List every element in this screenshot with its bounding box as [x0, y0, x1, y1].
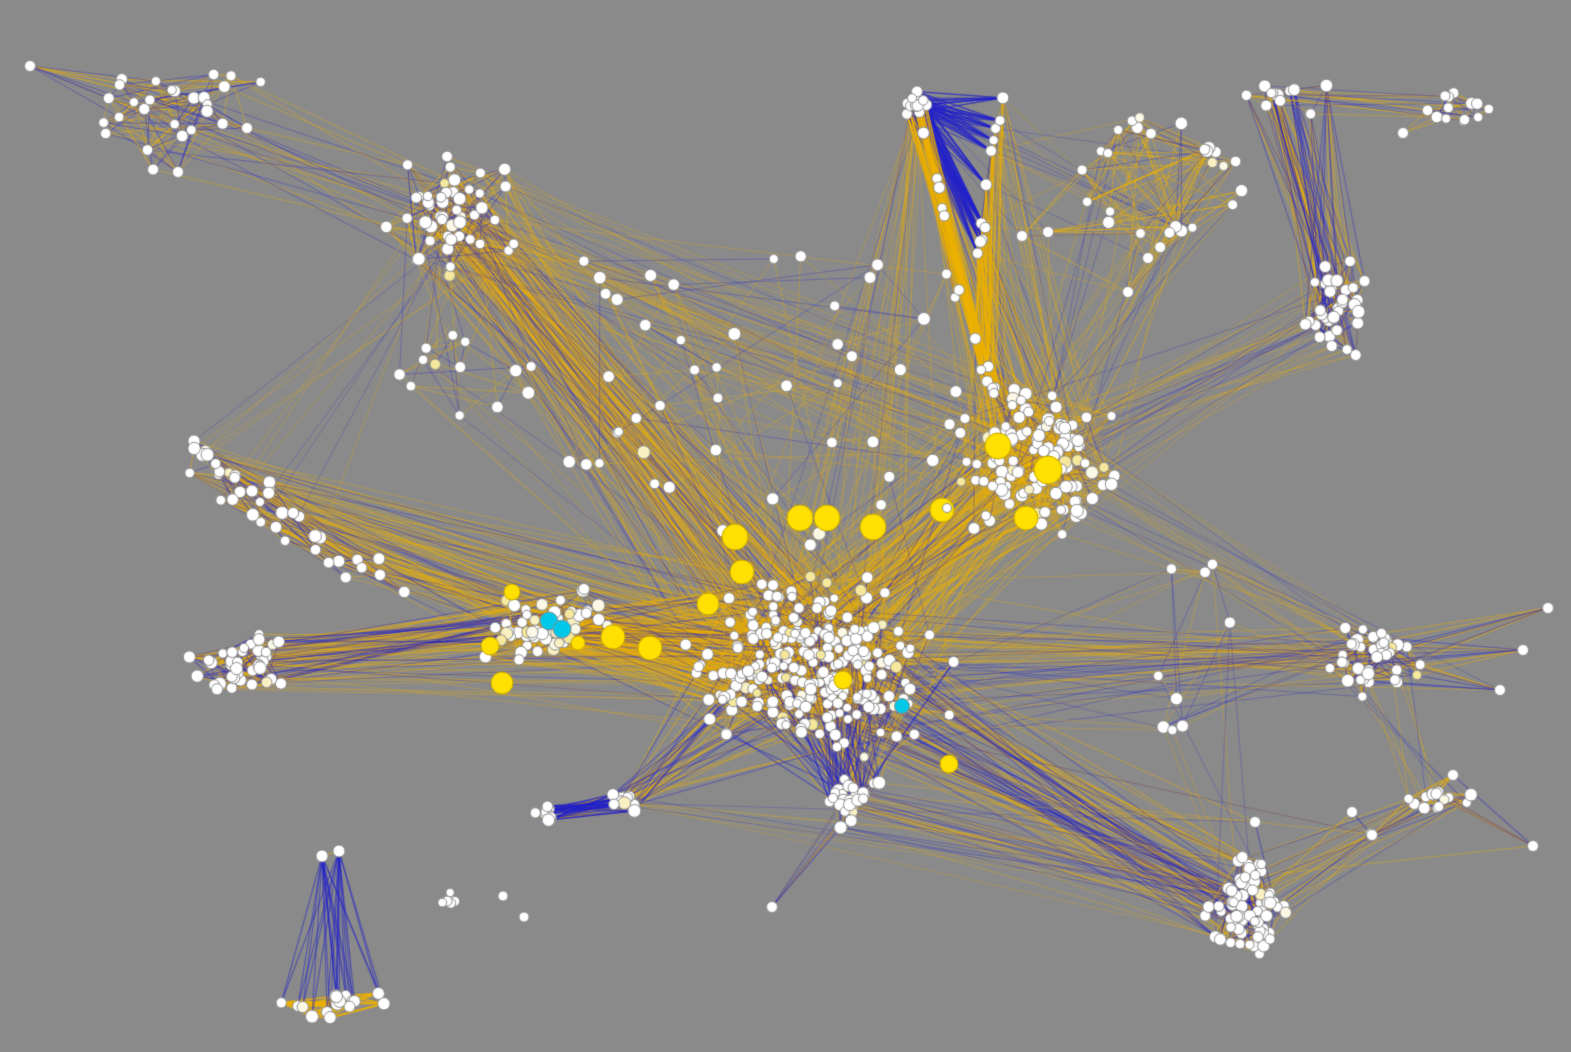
- graph-canvas[interactable]: [0, 0, 1571, 1052]
- network-visualization: [0, 0, 1571, 1052]
